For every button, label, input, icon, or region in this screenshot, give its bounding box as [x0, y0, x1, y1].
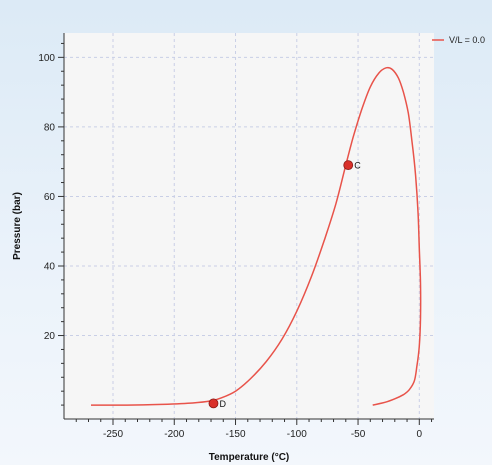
x-tick-label: -100 [287, 429, 307, 440]
y-tick-label: 80 [44, 122, 56, 133]
y-tick-label: 60 [44, 192, 56, 203]
point-label: D [219, 399, 226, 409]
legend-label: V/L = 0.0 [449, 35, 485, 45]
x-tick-label: -250 [103, 429, 123, 440]
plot-area [64, 33, 434, 419]
y-tick-label: 100 [38, 53, 55, 64]
legend[interactable]: V/L = 0.0 [432, 35, 485, 45]
data-point-d[interactable] [208, 398, 219, 409]
axis-ticks: -250 -200 -150 -100 -50 0 20 40 60 80 100 [38, 42, 433, 440]
x-tick-label: -150 [226, 429, 246, 440]
y-tick-label: 20 [44, 331, 56, 342]
points-layer: CD [208, 160, 361, 409]
x-tick-label: 0 [417, 429, 423, 440]
series-layer [90, 66, 422, 406]
x-axis-title: Temperature (°C) [209, 452, 290, 463]
y-axis-title: Pressure (bar) [12, 192, 23, 260]
x-tick-label: -200 [164, 429, 184, 440]
x-tick-label: -50 [351, 429, 366, 440]
point-label: C [354, 161, 361, 171]
series-line [90, 66, 422, 406]
y-tick-label: 40 [44, 261, 56, 272]
data-point-c[interactable] [343, 160, 354, 171]
